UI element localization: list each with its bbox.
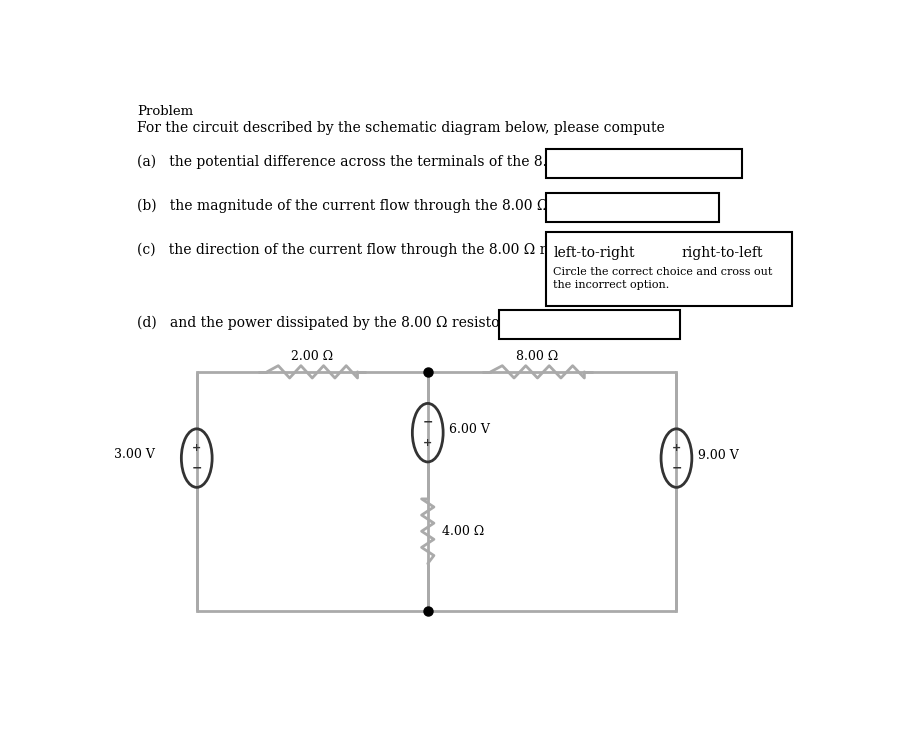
Text: −: − bbox=[671, 462, 682, 475]
Text: 8.00 Ω: 8.00 Ω bbox=[516, 349, 559, 363]
Text: (b)   the magnitude of the current flow through the 8.00 Ω resistor,: (b) the magnitude of the current flow th… bbox=[137, 199, 611, 213]
Text: +: + bbox=[423, 438, 433, 448]
Text: 9.00 V: 9.00 V bbox=[698, 449, 739, 461]
FancyBboxPatch shape bbox=[499, 310, 680, 338]
Text: 2.00 Ω: 2.00 Ω bbox=[291, 349, 334, 363]
Text: 3.00 V: 3.00 V bbox=[114, 448, 155, 461]
Text: For the circuit described by the schematic diagram below, please compute: For the circuit described by the schemat… bbox=[137, 121, 665, 135]
Text: right-to-left: right-to-left bbox=[682, 246, 764, 260]
FancyBboxPatch shape bbox=[545, 232, 792, 306]
Text: 4.00 Ω: 4.00 Ω bbox=[442, 525, 484, 538]
Text: (a)   the potential difference across the terminals of the 8.00 Ω resistor,: (a) the potential difference across the … bbox=[137, 155, 643, 169]
Text: −: − bbox=[423, 416, 433, 429]
Text: (c)   the direction of the current flow through the 8.00 Ω resistor,: (c) the direction of the current flow th… bbox=[137, 243, 597, 257]
FancyBboxPatch shape bbox=[545, 149, 742, 178]
Text: (d)   and the power dissipated by the 8.00 Ω resistor.: (d) and the power dissipated by the 8.00… bbox=[137, 316, 509, 330]
FancyBboxPatch shape bbox=[545, 193, 719, 221]
Text: left-to-right: left-to-right bbox=[554, 246, 634, 260]
Text: −: − bbox=[192, 462, 202, 475]
Text: +: + bbox=[672, 443, 681, 452]
Text: Problem: Problem bbox=[137, 105, 194, 118]
Text: 6.00 V: 6.00 V bbox=[449, 423, 490, 436]
Text: +: + bbox=[192, 443, 202, 452]
Text: Circle the correct choice and cross out
the incorrect option.: Circle the correct choice and cross out … bbox=[554, 267, 773, 290]
